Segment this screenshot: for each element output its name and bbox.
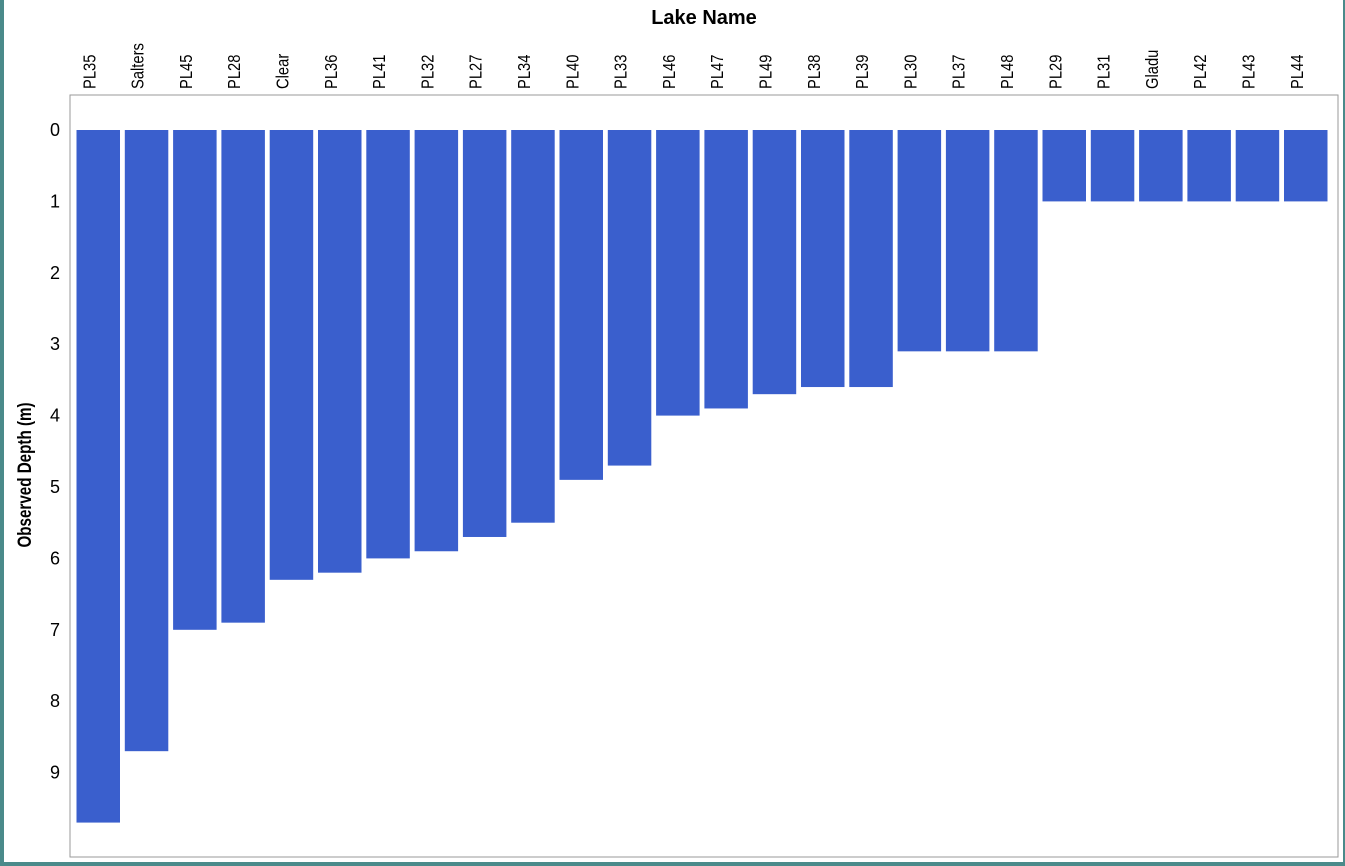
window-edge-left <box>0 0 4 866</box>
bar-pl34 <box>511 130 555 523</box>
bar-pl28 <box>221 130 265 623</box>
y-axis-title: Observed Depth (m) <box>13 402 35 547</box>
category-label-pl40: PL40 <box>563 55 583 89</box>
bar-pl38 <box>801 130 845 388</box>
bar-pl37 <box>945 130 990 352</box>
bar-pl33 <box>607 130 652 466</box>
bar-pl32 <box>414 130 459 552</box>
category-label-pl44: PL44 <box>1287 55 1307 89</box>
y-tick-label: 7 <box>50 620 60 640</box>
bar-salters <box>124 130 169 752</box>
category-label-pl28: PL28 <box>225 55 245 89</box>
bar-pl39 <box>849 130 893 388</box>
bar-pl35 <box>76 130 120 823</box>
category-label-pl29: PL29 <box>1046 55 1066 89</box>
category-label-pl39: PL39 <box>853 55 873 89</box>
bar-pl40 <box>559 130 603 480</box>
bar-pl41 <box>366 130 410 559</box>
bar-clear <box>269 130 314 580</box>
category-label-pl31: PL31 <box>1094 55 1114 89</box>
y-tick-label: 0 <box>50 120 60 140</box>
category-label-pl30: PL30 <box>901 55 921 89</box>
bar-pl29 <box>1042 130 1086 202</box>
y-tick-label: 6 <box>50 548 60 568</box>
category-label-pl41: PL41 <box>370 55 390 89</box>
category-label-salters: Salters <box>128 43 148 89</box>
category-label-pl36: PL36 <box>321 55 341 89</box>
category-label-pl47: PL47 <box>708 55 728 89</box>
y-tick-label: 8 <box>50 691 60 711</box>
y-tick-labels: 0 1 2 3 4 5 6 7 8 9 <box>50 120 60 783</box>
bar-pl48 <box>994 130 1038 352</box>
window-edge-right <box>1343 0 1345 866</box>
bar-pl46 <box>656 130 700 416</box>
category-label-pl46: PL46 <box>660 55 680 89</box>
category-label-pl38: PL38 <box>804 55 824 89</box>
bar-pl44 <box>1284 130 1328 202</box>
bar-pl45 <box>173 130 217 630</box>
bars <box>76 130 1328 823</box>
y-tick-label: 9 <box>50 763 60 783</box>
category-label-pl49: PL49 <box>756 55 776 89</box>
category-label-pl45: PL45 <box>177 55 197 89</box>
category-label-pl48: PL48 <box>998 55 1018 89</box>
y-tick-label: 4 <box>50 406 60 426</box>
x-axis-title: Lake Name <box>651 7 757 29</box>
bar-pl36 <box>318 130 362 573</box>
bar-pl31 <box>1090 130 1135 202</box>
bar-pl43 <box>1235 130 1280 202</box>
category-label-pl43: PL43 <box>1239 55 1259 89</box>
category-label-pl37: PL37 <box>949 55 969 89</box>
bar-pl27 <box>462 130 507 537</box>
category-label-clear: Clear <box>273 53 293 89</box>
category-label-gladu: Gladu <box>1143 50 1163 89</box>
category-label-pl35: PL35 <box>80 55 100 89</box>
y-tick-label: 5 <box>50 477 60 497</box>
window-edge-bottom <box>0 862 1345 866</box>
bar-pl42 <box>1187 130 1231 202</box>
y-tick-label: 2 <box>50 263 60 283</box>
y-tick-label: 3 <box>50 334 60 354</box>
bar-pl30 <box>897 130 942 352</box>
bar-pl47 <box>704 130 748 409</box>
category-labels: PL35 Salters PL45 PL28 Clear PL36 PL41 PL32 PL27… <box>80 43 1307 89</box>
category-label-pl34: PL34 <box>515 55 535 89</box>
category-label-pl27: PL27 <box>466 55 486 89</box>
category-label-pl32: PL32 <box>418 55 438 89</box>
bar-gladu <box>1139 130 1183 202</box>
bar-pl49 <box>752 130 797 395</box>
category-label-pl42: PL42 <box>1191 55 1211 89</box>
y-tick-label: 1 <box>50 191 60 211</box>
category-label-pl33: PL33 <box>611 55 631 89</box>
